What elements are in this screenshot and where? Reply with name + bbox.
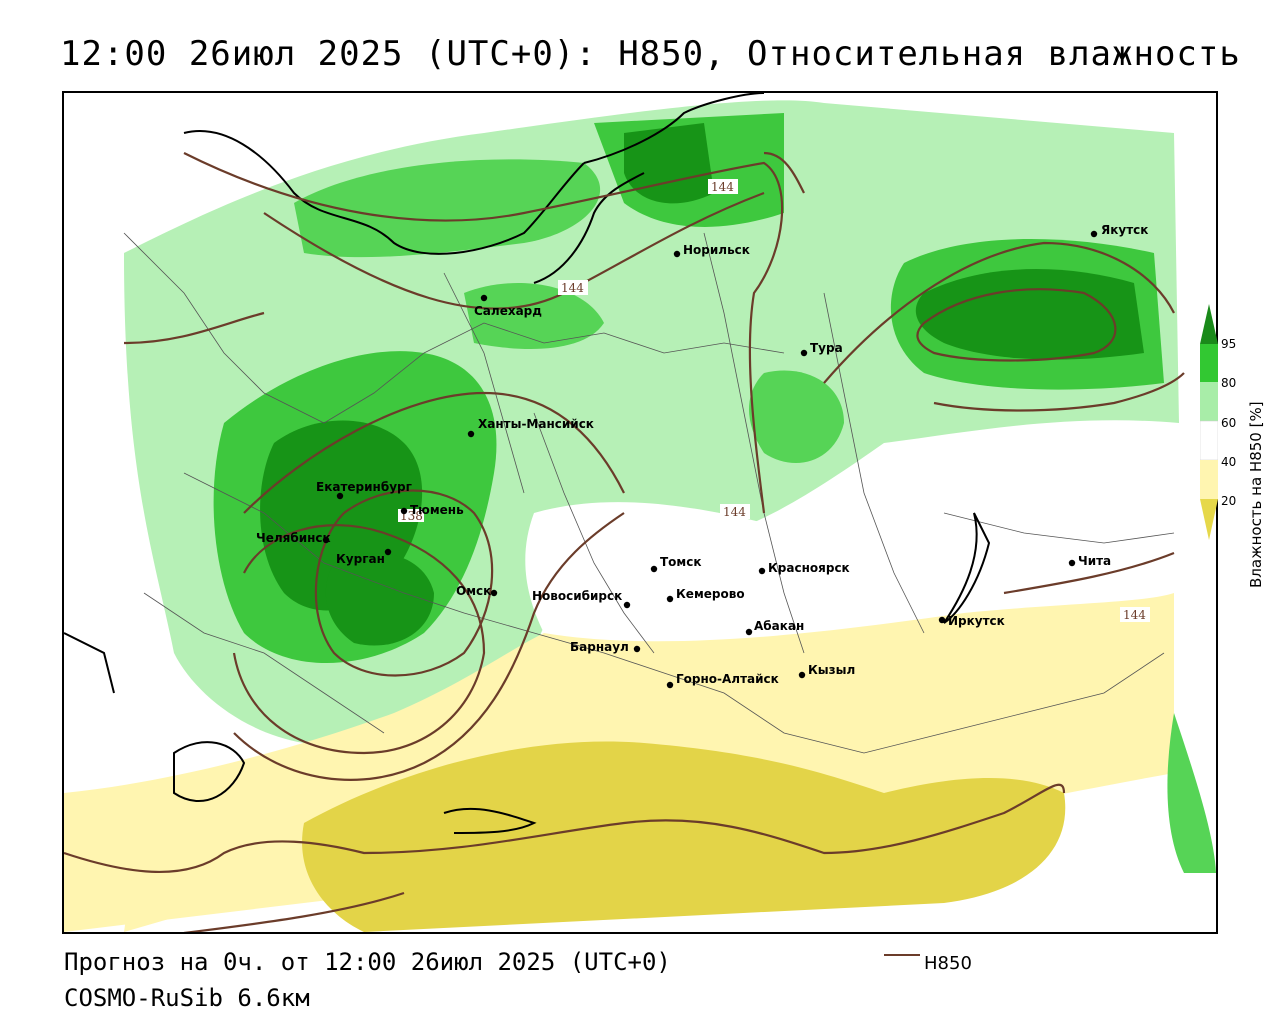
city-label-ekaterinburg: Екатеринбург [316,480,412,494]
city-dot-kemerovo [666,595,674,603]
isoline-label-144-east: 144 [1123,608,1146,622]
colorbar-tick-95: 95 [1221,337,1237,351]
city-label-kurgan: Курган [336,552,385,566]
city-dot-ekaterinburg [336,492,344,500]
colorbar-20-40 [1200,460,1218,499]
region-boundaries [123,232,1175,754]
colorbar-cap-bottom [1200,499,1218,540]
city-label-kemerovo: Кемерово [676,587,745,601]
city-label-abakan: Абакан [754,619,804,633]
city-label-norilsk: Норильск [683,243,750,257]
city-label-irkutsk: Иркутск [948,614,1005,628]
city-label-tomsk: Томск [660,555,702,569]
colorbar-80-95 [1200,344,1218,382]
coastlines [64,93,991,834]
colorbar-tick-20: 20 [1221,494,1237,508]
city-label-krasnoyarsk: Красноярск [768,561,850,575]
city-dot-irkutsk [938,616,946,624]
city-label-novosibirsk: Новосибирск [532,589,622,603]
h850-legend-line-icon [884,954,920,956]
city-dot-chita [1068,559,1076,567]
city-dot-kyzyl [798,671,806,679]
city-dot-omsk [490,589,498,597]
city-dot-chelyabinsk [322,536,330,544]
city-label-salekhard: Салехард [474,304,542,318]
colorbar-60-80 [1200,382,1218,421]
city-dot-gorno-altaysk [666,681,674,689]
city-label-barnaul: Барнаул [570,640,629,654]
city-dot-yakutsk [1090,230,1098,238]
colorbar-tick-60: 60 [1221,416,1237,430]
colorbar-cap-top [1200,304,1218,344]
colorbar-tick-40: 40 [1221,455,1237,469]
city-dot-abakan [745,628,753,636]
city-label-tyumen: Тюмень [410,503,464,517]
weather-map[interactable]: 144 144 144 144 138 Якутск Норильск Сале… [62,91,1218,934]
isoline-label-144-north: 144 [711,180,734,194]
city-label-khanty-mansiysk: Ханты-Мансийск [478,417,594,431]
city-dot-krasnoyarsk [758,567,766,575]
model-info: COSMO-RuSib 6.6км [64,984,310,1012]
city-dot-kurgan [384,548,392,556]
city-dot-khanty-mansiysk [467,430,475,438]
city-label-kyzyl: Кызыл [808,663,855,677]
h850-legend-label: H850 [924,953,972,974]
city-label-omsk: Омск [456,584,491,598]
humidity-field [64,100,1216,932]
isoline-label-144-salekhard: 144 [561,281,584,295]
colorbar-title: Влажность на H850 [%] [1247,401,1265,588]
city-label-tura: Тура [810,341,843,355]
city-markers: Якутск Норильск Салехард Тура Ханты-Манс… [256,223,1148,689]
forecast-info: Прогноз на 0ч. от 12:00 26июл 2025 (UTC+… [64,948,671,976]
humidity-colorbar [1200,304,1218,540]
city-dot-novosibirsk [623,601,631,609]
colorbar-40-60 [1200,420,1218,461]
city-dot-norilsk [673,250,681,258]
isoline-labels: 144 144 144 144 138 [398,179,1150,622]
city-dot-barnaul [633,645,641,653]
city-dot-salekhard [480,294,488,302]
city-label-gorno-altaysk: Горно-Алтайск [676,672,779,686]
h850-isolines [64,151,1185,932]
city-label-chita: Чита [1078,554,1111,568]
city-label-yakutsk: Якутск [1101,223,1148,237]
city-dot-tyumen [400,507,408,515]
city-dot-tomsk [650,565,658,573]
city-label-chelyabinsk: Челябинск [256,531,331,545]
map-title: 12:00 26июл 2025 (UTC+0): H850, Относите… [60,34,1241,74]
colorbar-tick-80: 80 [1221,376,1237,390]
isoline-label-144-center: 144 [723,505,746,519]
map-canvas: 144 144 144 144 138 Якутск Норильск Сале… [64,93,1216,932]
city-dot-tura [800,349,808,357]
